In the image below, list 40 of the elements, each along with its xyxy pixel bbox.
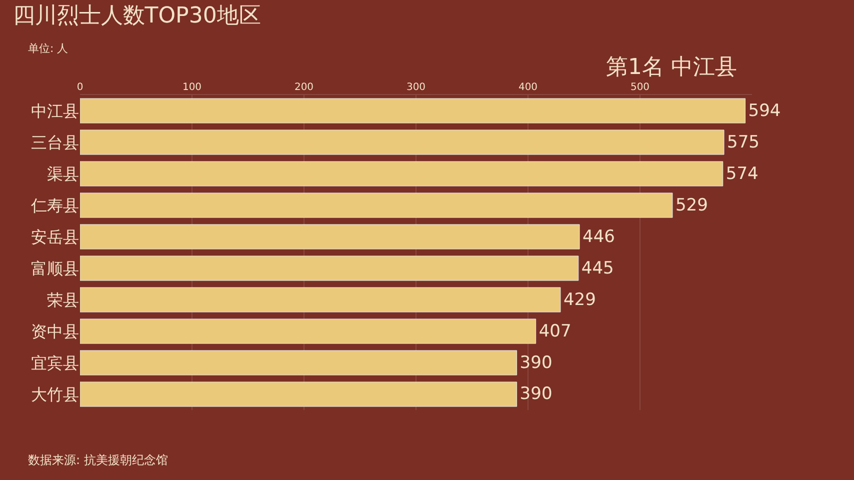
data-label: 529 (675, 195, 708, 216)
x-tick-label: 100 (182, 82, 202, 93)
data-label: 390 (520, 384, 552, 404)
bar (80, 256, 579, 281)
data-label: 446 (582, 226, 615, 247)
data-label: 445 (581, 258, 614, 278)
data-label: 429 (563, 290, 596, 310)
x-tick-label: 400 (518, 82, 538, 93)
x-tick-label: 500 (630, 82, 650, 93)
bar (80, 224, 580, 250)
y-tick-label: 富顺县 (31, 258, 79, 278)
bar (80, 192, 673, 218)
chart-subtitle: 单位: 人 (28, 42, 68, 55)
x-tick-label: 0 (76, 82, 84, 93)
bar (80, 318, 536, 344)
data-label: 407 (538, 321, 572, 342)
bar (80, 98, 746, 124)
x-tick-label: 200 (294, 82, 314, 93)
y-tick-label: 安岳县 (31, 227, 79, 246)
data-label: 575 (727, 132, 760, 152)
bar (80, 287, 561, 312)
data-label: 594 (748, 100, 781, 121)
y-tick-label: 三台县 (31, 132, 79, 152)
x-tick-label: 300 (406, 82, 426, 93)
source-note: 数据来源: 抗美援朝纪念馆 (28, 453, 168, 467)
chart-title: 四川烈士人数TOP30地区 (12, 4, 261, 29)
bar (80, 382, 518, 407)
bar (80, 130, 724, 155)
bar (80, 161, 724, 186)
y-tick-label: 宜宾县 (31, 353, 79, 372)
data-label: 390 (520, 352, 552, 373)
y-tick-label: 荣县 (47, 290, 79, 310)
y-tick-label: 中江县 (31, 101, 79, 120)
bar (80, 350, 518, 376)
text: 第1名 中江县 (606, 55, 737, 80)
data-label: 574 (726, 164, 758, 184)
y-tick-label: 渠县 (47, 164, 79, 184)
y-tick-label: 仁寿县 (30, 196, 79, 215)
y-tick-label: 资中县 (31, 322, 79, 341)
y-tick-label: 大竹县 (31, 384, 79, 404)
